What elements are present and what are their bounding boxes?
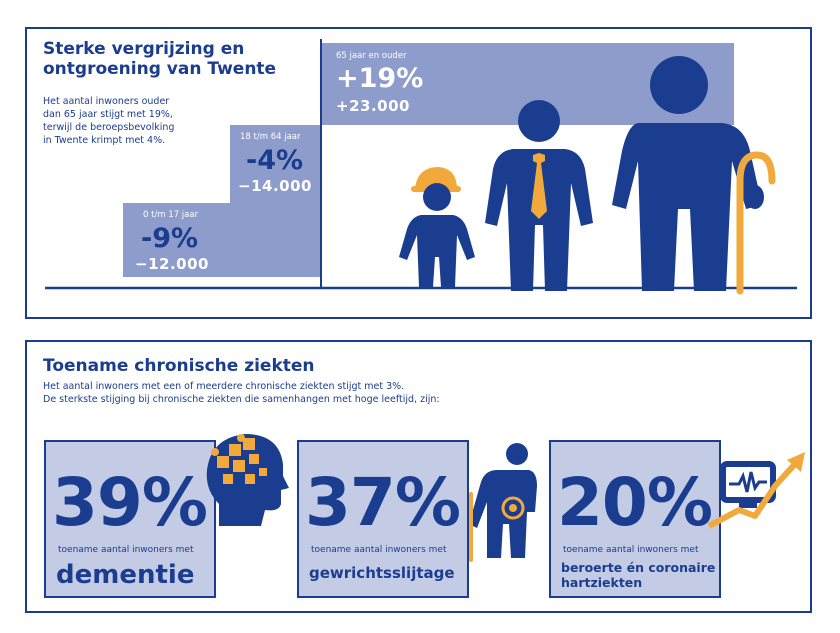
age-group-percent: -4%: [246, 145, 304, 176]
stat-percent: 20%: [557, 464, 713, 541]
age-group-label: 0 t/m 17 jaar: [143, 210, 199, 220]
stat-disease-line2: hartziekten: [561, 575, 643, 590]
joint-pain-icon: [469, 443, 537, 562]
chronic-intro-line: De sterkste stijging bij chronische ziek…: [43, 394, 440, 405]
age-group-absolute: −12.000: [135, 255, 209, 273]
stat-gewrichtsslijtage: 37% toename aantal inwoners met gewricht…: [297, 440, 469, 598]
age-group-absolute: +23.000: [336, 97, 410, 115]
stat-disease: gewrichtsslijtage: [309, 564, 455, 582]
stat-disease: dementie: [56, 560, 195, 590]
child-icon: [399, 167, 475, 287]
ageing-title-line1: Sterke vergrijzing en: [43, 39, 245, 59]
ageing-title: Sterke vergrijzing en ontgroening van Tw…: [43, 39, 276, 79]
stat-beroerte-hartziekten: 20% toename aantal inwoners met beroerte…: [549, 440, 721, 598]
stat-disease-line1: beroerte én coronaire: [561, 560, 716, 575]
stat-caption: toename aantal inwoners met: [563, 545, 699, 555]
ageing-intro-line: terwijl de beroepsbevolking: [43, 122, 175, 133]
chronic-diseases-panel: Toename chronische ziekten Het aantal in…: [25, 340, 812, 613]
age-group-absolute: −14.000: [238, 177, 312, 195]
stat-percent: 37%: [305, 464, 461, 541]
stat-disease: beroerte én coronaire hartziekten: [561, 560, 715, 590]
age-group-percent: +19%: [336, 63, 424, 94]
stat-dementie: 39% toename aantal inwoners met dementie: [44, 440, 216, 598]
elderly-icon: [612, 56, 776, 295]
age-group-percent: -9%: [141, 223, 199, 254]
ageing-intro-line: Het aantal inwoners ouder: [43, 96, 170, 107]
brain-puzzle-icon: [206, 434, 289, 526]
heart-monitor-icon: [707, 452, 805, 529]
stat-caption: toename aantal inwoners met: [311, 545, 447, 555]
stat-caption: toename aantal inwoners met: [58, 545, 194, 555]
adult-icon: [485, 100, 593, 291]
chronic-intro: Het aantal inwoners met een of meerdere …: [43, 380, 440, 406]
age-block-0-17: 0 t/m 17 jaar -9% −12.000: [123, 203, 322, 277]
stat-percent: 39%: [52, 464, 208, 541]
ageing-title-line2: ontgroening van Twente: [43, 59, 277, 79]
age-group-label: 65 jaar en ouder: [336, 51, 407, 61]
age-group-label: 18 t/m 64 jaar: [240, 132, 301, 142]
ageing-panel: Sterke vergrijzing en ontgroening van Tw…: [25, 27, 812, 319]
ageing-intro-line: dan 65 jaar stijgt met 19%,: [43, 109, 173, 120]
chronic-intro-line: Het aantal inwoners met een of meerdere …: [43, 381, 405, 392]
age-block-18-64: 18 t/m 64 jaar -4% −14.000: [230, 125, 322, 203]
chronic-title: Toename chronische ziekten: [43, 356, 315, 376]
ageing-intro: Het aantal inwoners ouder dan 65 jaar st…: [43, 95, 174, 147]
ageing-intro-line: in Twente krimpt met 4%.: [43, 135, 166, 146]
